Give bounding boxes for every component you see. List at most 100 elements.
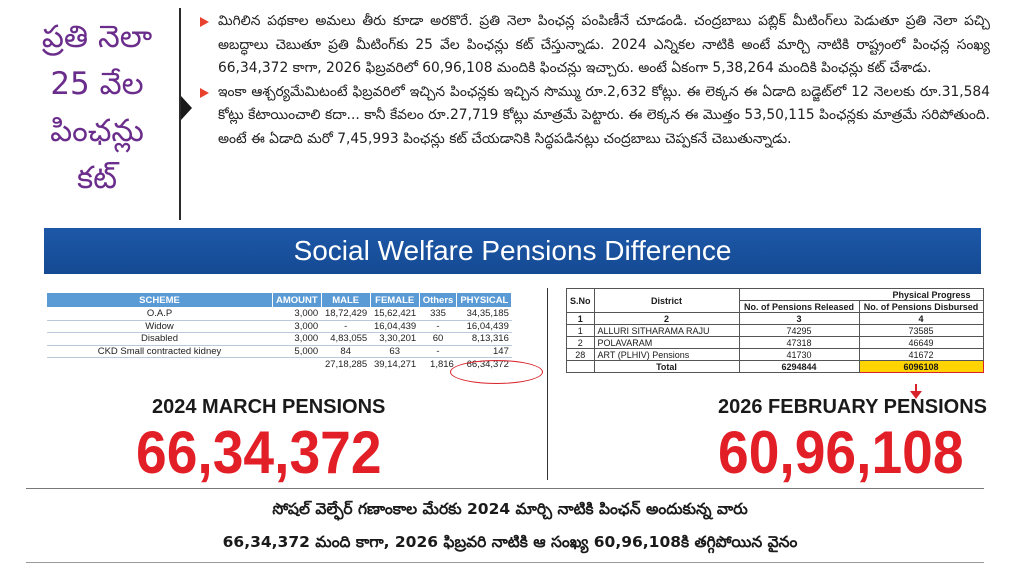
cell: - [419,345,457,358]
cell: POLAVARAM [593,336,740,349]
paragraph-2: ఇంకా ఆశ్చర్యమేమిటంటే ఫిబ్రవరిలో ఇచ్చిన ప… [200,81,990,152]
cell: ALLURI SITHARAMA RAJU [593,324,740,337]
cell: 3,000 [272,332,322,346]
cell: Widow [46,320,273,333]
bullet-arrow-icon [200,17,209,27]
footer-divider [26,488,984,489]
side-title: ప్రతి నెలా 25 వేల పింఛన్లు కట్ [22,14,172,202]
cell: 3,30,201 [370,332,420,346]
cell: 16,04,439 [456,320,512,333]
cell: 28 [566,348,595,361]
cell: 3 [738,312,860,325]
table-row: 1 2 3 4 [566,312,984,325]
cell: O.A.P [46,307,273,321]
header-physical-progress: Physical Progress [738,288,984,301]
cell: 41672 [858,348,984,361]
header-physical: PHYSICAL [456,292,513,308]
cell: CKD Small contracted kidney [46,345,273,358]
paragraph-1-text: మిగిలిన పథకాల అమలు తీరు కూడా అరకొరే. ప్ర… [218,13,990,76]
cell: 15,62,421 [370,307,420,321]
scheme-table-header: SCHEME AMOUNT MALE FEMALE Others PHYSICA… [46,292,513,308]
cell: 47318 [738,336,860,349]
cell: 8,13,316 [456,332,512,346]
district-table-header: S.No District Physical Progress [566,288,984,313]
arrow-down-icon-stem [915,384,917,392]
cell: 73585 [858,324,984,337]
cell: 3,000 [272,307,322,321]
total-female: 39,14,271 [373,358,417,370]
total-disbursed: 6096108 [858,360,984,373]
pointer-triangle-icon [181,96,192,120]
district-table: S.No District Physical Progress No. of P… [566,288,984,373]
bottom-border [26,562,984,563]
cell: 2 [593,312,740,325]
cell: 16,04,439 [370,320,420,333]
cell [566,360,595,373]
table-row: 1 ALLURI SITHARAMA RAJU 74295 73585 [566,324,984,337]
table-row: 28 ART (PLHIV) Pensions 41730 41672 [566,348,984,361]
banner-title: Social Welfare Pensions Difference [44,228,981,274]
february-pensions-caption: 2026 FEBRUARY PENSIONS [718,396,987,418]
paragraph-2-text: ఇంకా ఆశ్చర్యమేమిటంటే ఫిబ్రవరిలో ఇచ్చిన ప… [218,83,990,147]
footer-caption: సోషల్ వెల్ఫేర్ గణాంకాల మేరకు 2024 మార్చి… [60,493,960,559]
side-title-line-1: ప్రతి నెలా [41,19,153,55]
header-male: MALE [320,292,371,308]
cell: Disabled [46,332,273,346]
cell: 2 [566,336,595,349]
cell: 147 [456,345,512,358]
table-row: 2 POLAVARAM 47318 46649 [566,336,984,349]
header-district: District [593,288,740,313]
section-divider [547,288,548,480]
cell: - [321,320,371,333]
highlight-circle [450,360,543,384]
title-divider [179,8,181,220]
cell: 74295 [738,324,860,337]
cell: 18,72,429 [321,307,371,321]
article-body: మిగిలిన పథకాల అమలు తీరు కూడా అరకొరే. ప్ర… [200,10,990,151]
header-disbursed: No. of Pensions Disbursed [858,300,984,313]
total-label: Total [593,360,740,373]
cell: 4,83,055 [321,332,371,346]
table-total-row: Total 6294844 6096108 [566,360,984,373]
scheme-table: SCHEME AMOUNT MALE FEMALE Others PHYSICA… [46,292,513,371]
header-others: Others [418,292,458,308]
cell: 46649 [858,336,984,349]
table-row: CKD Small contracted kidney 5,000 84 63 … [46,345,512,358]
february-pensions-number: 60,96,108 [718,419,964,486]
footer-line-1: సోషల్ వెల్ఫేర్ గణాంకాల మేరకు 2024 మార్చి… [272,500,748,518]
header-amount: AMOUNT [272,292,322,308]
cell: 60 [419,332,457,346]
cell: 4 [858,312,984,325]
cell: 34,35,185 [456,307,512,321]
march-pensions-number: 66,34,372 [136,419,382,486]
header-female: FEMALE [369,292,420,308]
cell: 1 [566,312,595,325]
cell [273,358,322,371]
table-row: Disabled 3,000 4,83,055 3,30,201 60 8,13… [46,332,512,346]
header-released: No. of Pensions Released [738,300,860,313]
header-scheme: SCHEME [46,292,273,308]
cell: 84 [321,345,371,358]
cell [47,358,273,371]
header-sno: S.No [566,288,595,313]
footer-line-2: 66,34,372 మంది కాగా, 2026 ఫిబ్రవరి నాటిక… [222,533,798,551]
table-row: O.A.P 3,000 18,72,429 15,62,421 335 34,3… [46,307,512,321]
cell: - [419,320,457,333]
cell: 1 [566,324,595,337]
march-pensions-caption: 2024 MARCH PENSIONS [152,396,386,418]
side-title-line-3: పింఛన్లు [50,113,144,149]
paragraph-1: మిగిలిన పథకాల అమలు తీరు కూడా అరకొరే. ప్ర… [200,10,990,81]
table-total-row: 27,18,285 39,14,271 1,816 66,34,372 [47,358,512,371]
cell: 335 [419,307,457,321]
cell: 3,000 [272,320,322,333]
total-released: 6294844 [738,360,860,373]
cell: 63 [370,345,420,358]
total-others: 1,816 [430,358,454,370]
side-title-line-4: కట్ [76,160,118,196]
cell: 5,000 [272,345,322,358]
cell: ART (PLHIV) Pensions [593,348,740,361]
table-row: Widow 3,000 - 16,04,439 - 16,04,439 [46,320,512,333]
cell: 41730 [738,348,860,361]
arrow-down-icon [910,391,922,399]
side-title-line-2: 25 వేల [50,66,144,102]
